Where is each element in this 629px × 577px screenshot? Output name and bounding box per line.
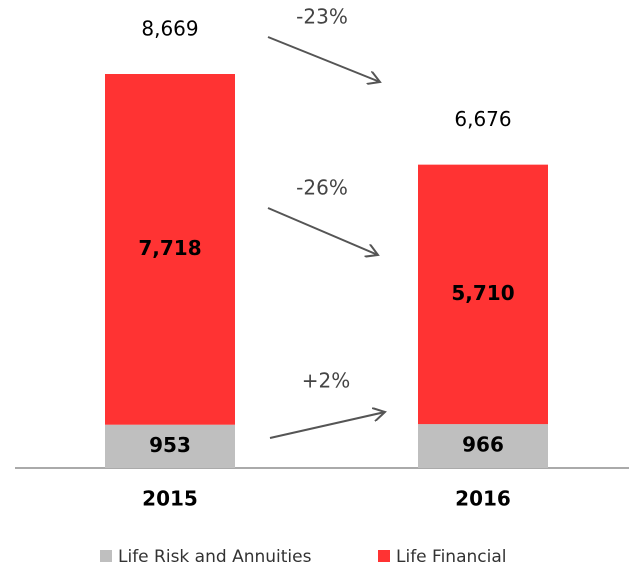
x-tick-label: 2015 [142, 487, 198, 511]
bar-segment [105, 424, 235, 468]
bar-segment [105, 74, 235, 425]
arrow [267, 207, 378, 255]
value-label: 5,710 [451, 281, 514, 305]
legend-label: Life Risk and Annuities [118, 547, 312, 567]
total-label: 8,669 [141, 17, 198, 41]
legend-label: Life Financial [396, 547, 506, 567]
bar-segment [418, 164, 548, 425]
value-label: 953 [149, 433, 191, 457]
x-tick-label: 2016 [455, 487, 511, 511]
bar-segment [418, 424, 548, 468]
annotation: -23% [296, 5, 348, 29]
arrow [267, 36, 380, 82]
annotation: -26% [296, 176, 348, 200]
value-label: 966 [462, 433, 504, 457]
arrow [269, 412, 385, 439]
annotation: +2% [302, 369, 351, 393]
total-label: 6,676 [454, 107, 511, 131]
legend-swatch [378, 550, 390, 562]
legend-swatch [100, 550, 112, 562]
value-label: 7,718 [138, 236, 201, 260]
